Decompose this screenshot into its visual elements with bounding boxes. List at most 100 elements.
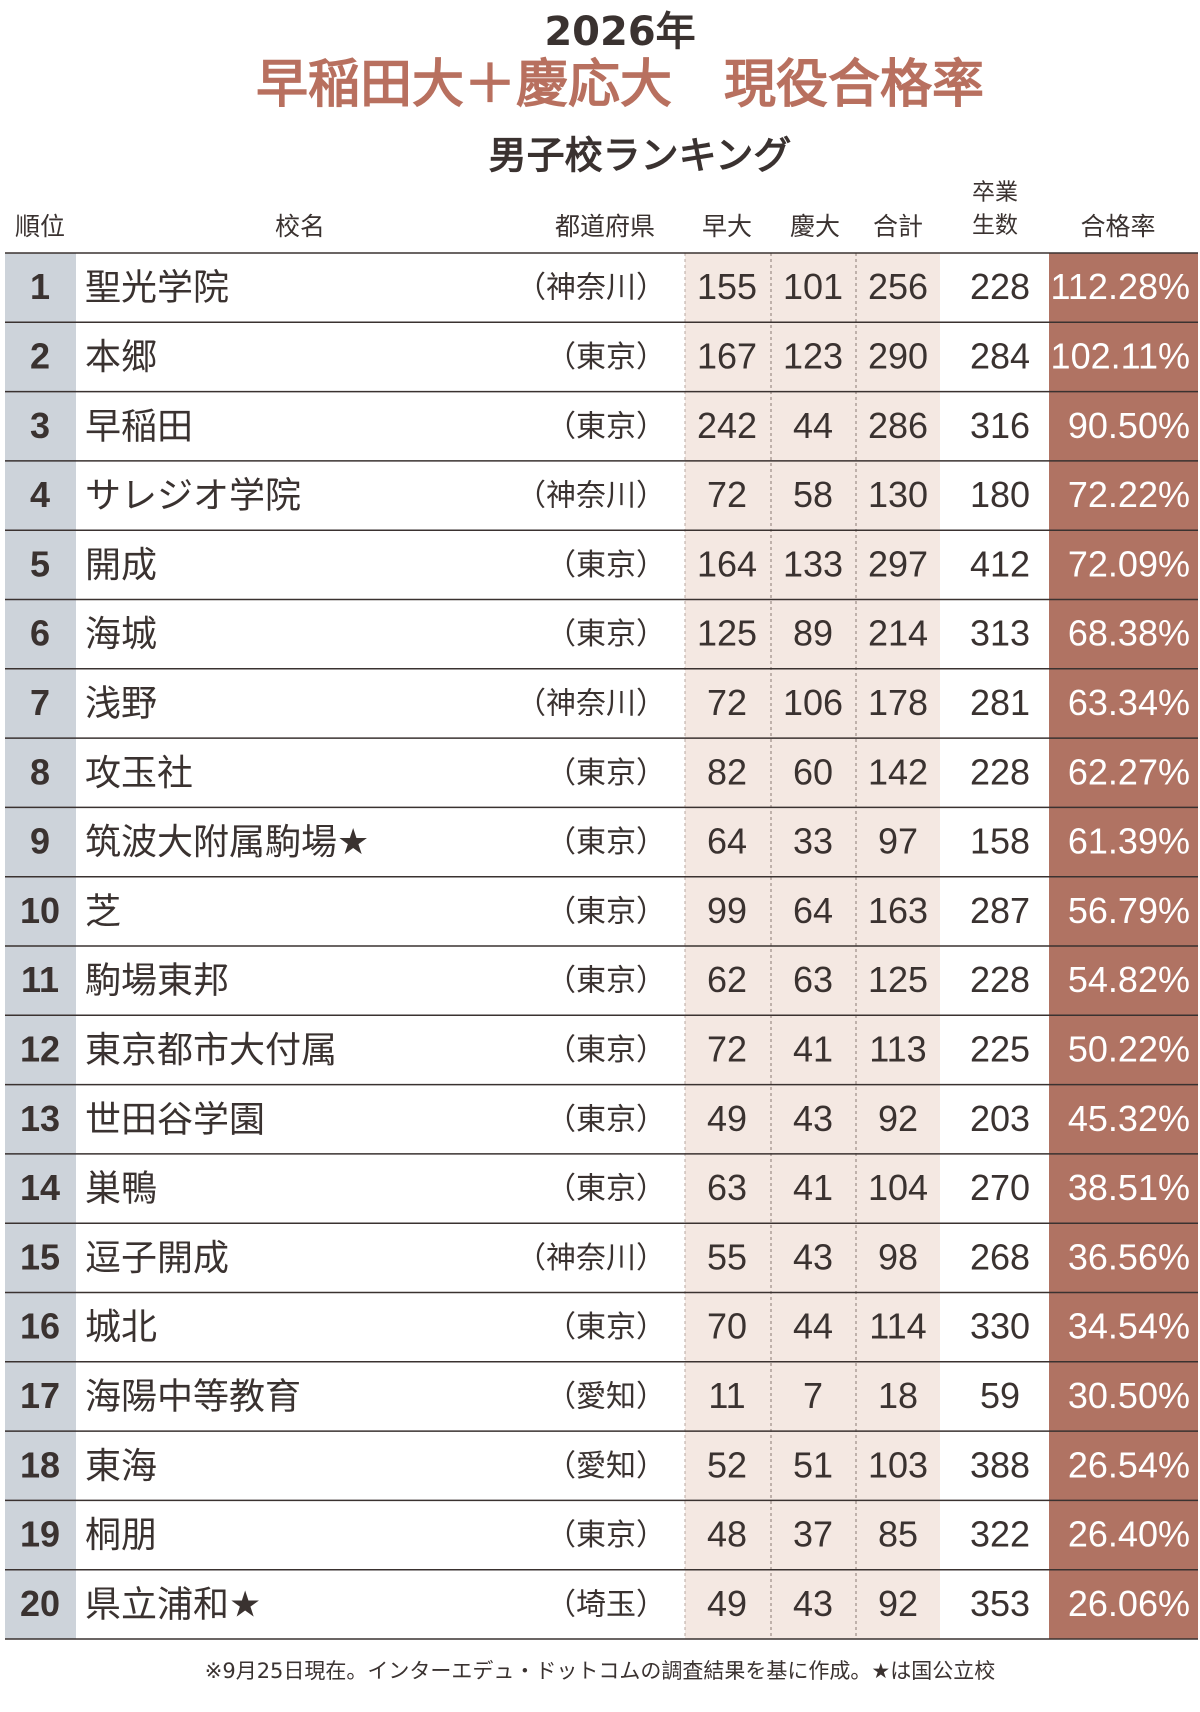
pass-rate: 26.40%	[1068, 1514, 1190, 1555]
pass-rate: 72.22%	[1068, 474, 1190, 515]
school-name: 聖光学院	[85, 268, 229, 309]
footnote: ※9月25日現在。インターエデュ・ドットコムの調査結果を基に作成。★は国公立校	[205, 1659, 996, 1683]
count: 412	[970, 543, 1030, 584]
rank: 2	[30, 335, 50, 376]
school-name: 城北	[85, 1307, 157, 1348]
count: 123	[783, 335, 843, 376]
prefecture: （東京）	[546, 1172, 666, 1207]
prefecture: （埼玉）	[546, 1587, 666, 1622]
count: 316	[970, 405, 1030, 446]
pass-rate: 38.51%	[1068, 1167, 1190, 1208]
count: 114	[869, 1306, 926, 1347]
count: 48	[707, 1514, 747, 1555]
count: 180	[970, 474, 1030, 515]
count: 113	[869, 1028, 926, 1069]
subtitle: 男子校ランキング	[489, 134, 792, 178]
count: 130	[868, 474, 928, 515]
school-name: 開成	[85, 545, 157, 586]
count: 268	[970, 1236, 1030, 1277]
count: 72	[707, 474, 747, 515]
count: 125	[868, 959, 928, 1000]
prefecture: （神奈川）	[516, 479, 666, 514]
rank: 12	[20, 1028, 60, 1069]
count: 44	[793, 405, 833, 446]
school-name: 芝	[85, 891, 121, 932]
count: 104	[868, 1167, 928, 1208]
prefecture: （東京）	[546, 756, 666, 791]
rank: 1	[30, 266, 50, 307]
pass-rate: 90.50%	[1068, 405, 1190, 446]
count: 43	[793, 1236, 833, 1277]
prefecture: （愛知）	[546, 1449, 666, 1484]
count: 51	[793, 1444, 833, 1485]
count: 64	[793, 890, 833, 931]
count: 55	[707, 1236, 747, 1277]
count: 225	[970, 1028, 1030, 1069]
pass-rate: 34.54%	[1068, 1306, 1190, 1347]
pass-rate: 102.11%	[1051, 335, 1190, 376]
count: 106	[783, 682, 843, 723]
pass-rate: 62.27%	[1068, 751, 1190, 792]
col-header: 早大	[702, 212, 752, 241]
pass-rate: 72.09%	[1068, 543, 1190, 584]
count: 43	[793, 1098, 833, 1139]
count: 284	[970, 335, 1030, 376]
rank: 9	[30, 821, 50, 862]
col-header: 卒業	[972, 180, 1018, 206]
prefecture: （東京）	[546, 409, 666, 444]
col-header: 順位	[15, 212, 65, 241]
count: 52	[707, 1444, 747, 1485]
count: 287	[970, 890, 1030, 931]
count: 72	[707, 682, 747, 723]
pass-rate: 54.82%	[1068, 959, 1190, 1000]
pass-rate: 26.06%	[1068, 1583, 1190, 1624]
count: 290	[868, 335, 928, 376]
prefecture: （東京）	[546, 1102, 666, 1137]
rank: 8	[30, 751, 50, 792]
prefecture: （愛知）	[546, 1379, 666, 1414]
school-name: 桐朋	[85, 1515, 157, 1556]
school-name: 海城	[85, 614, 157, 655]
count: 43	[793, 1583, 833, 1624]
rank: 10	[20, 890, 60, 931]
title: 早稲田大＋慶応大 現役合格率	[256, 55, 984, 115]
count: 49	[707, 1583, 747, 1624]
col-header: 生数	[972, 213, 1018, 239]
pass-rate: 36.56%	[1068, 1236, 1190, 1277]
count: 92	[878, 1583, 918, 1624]
col-header: 都道府県	[555, 212, 655, 241]
count: 41	[793, 1028, 833, 1069]
rank: 11	[21, 959, 59, 1000]
prefecture: （東京）	[546, 340, 666, 375]
count: 60	[793, 751, 833, 792]
school-name: 早稲田	[85, 406, 193, 447]
col-header: 慶大	[790, 212, 840, 241]
prefecture: （東京）	[546, 1033, 666, 1068]
count: 228	[970, 266, 1030, 307]
count: 228	[970, 959, 1030, 1000]
school-name: 浅野	[85, 683, 157, 724]
rank: 5	[30, 543, 50, 584]
rank: 18	[20, 1444, 60, 1485]
count: 388	[970, 1444, 1030, 1485]
count: 89	[793, 613, 833, 654]
count: 49	[707, 1098, 747, 1139]
prefecture: （東京）	[546, 825, 666, 860]
year: 2026年	[544, 9, 695, 55]
rank: 14	[20, 1167, 60, 1208]
count: 155	[697, 266, 757, 307]
count: 99	[707, 890, 747, 931]
count: 44	[793, 1306, 833, 1347]
school-name: 攻玉社	[85, 753, 193, 794]
rank: 20	[20, 1583, 60, 1624]
col-header: 校名	[275, 212, 325, 241]
count: 18	[878, 1375, 918, 1416]
school-name: 駒場東邦	[85, 961, 229, 1002]
count: 281	[970, 682, 1030, 723]
count: 125	[697, 613, 757, 654]
count: 33	[793, 821, 833, 862]
rank: 16	[20, 1306, 60, 1347]
count: 167	[697, 335, 757, 376]
count: 133	[783, 543, 843, 584]
